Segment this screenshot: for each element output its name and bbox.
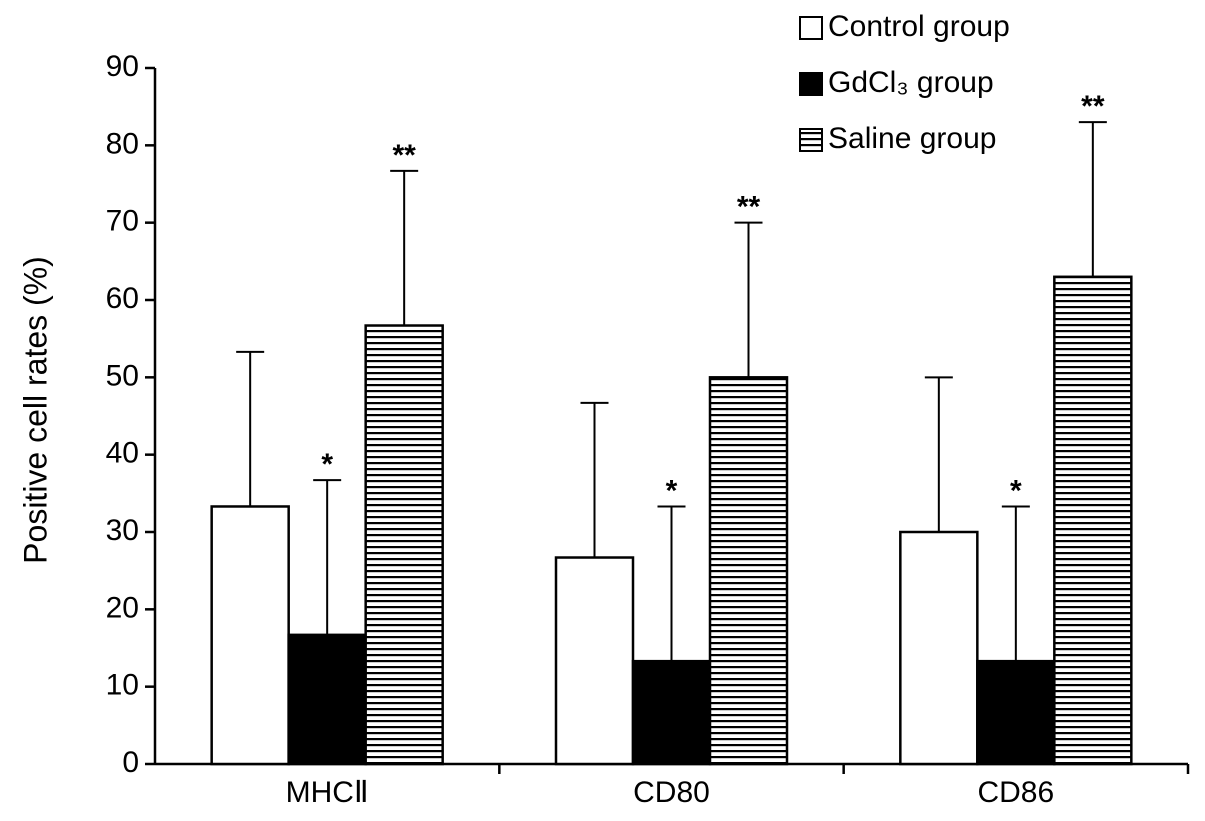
y-tick-label: 40 (106, 437, 139, 470)
x-tick-label: CD80 (633, 776, 710, 809)
legend-label: Control group (828, 10, 1010, 43)
bar (364, 324, 444, 766)
legend-swatch (799, 72, 823, 96)
y-tick-label: 60 (106, 282, 139, 315)
bar (708, 376, 789, 766)
bar (976, 659, 1056, 766)
legend-label: GdCl₃ group (828, 66, 994, 99)
error-bar (390, 169, 419, 326)
error-bar (580, 401, 609, 558)
annotation: ** (737, 191, 761, 224)
y-axis-label: Positive cell rates (%) (17, 256, 53, 564)
error-bar (1001, 505, 1030, 662)
bar (554, 556, 635, 766)
y-tick-label: 30 (106, 514, 139, 547)
bar (631, 659, 712, 766)
y-tick-label: 80 (106, 127, 139, 160)
x-tick-label: CD86 (977, 776, 1054, 809)
y-tick-label: 10 (106, 669, 139, 702)
error-bar (313, 479, 342, 635)
y-tick-label: 90 (106, 50, 139, 83)
y-tick-label: 0 (122, 746, 139, 779)
legend-swatch (799, 16, 823, 40)
annotation: ** (392, 139, 416, 172)
error-bar (734, 221, 763, 378)
bar (287, 633, 367, 766)
error-bar (657, 505, 686, 662)
bar (210, 505, 290, 766)
bar (899, 530, 979, 766)
error-bar (236, 350, 265, 507)
legend-label: Saline group (828, 122, 996, 155)
legend-swatch (799, 128, 823, 152)
error-bar (1078, 121, 1107, 277)
annotation: ** (1081, 90, 1105, 123)
y-tick-label: 50 (106, 359, 139, 392)
y-tick-label: 20 (106, 591, 139, 624)
annotation: * (666, 474, 678, 507)
bar (1053, 275, 1133, 766)
annotation: * (1010, 474, 1022, 507)
annotation: * (321, 448, 333, 481)
y-tick-label: 70 (106, 205, 139, 238)
error-bar (924, 376, 953, 532)
x-tick-label: MHCⅡ (286, 776, 369, 809)
